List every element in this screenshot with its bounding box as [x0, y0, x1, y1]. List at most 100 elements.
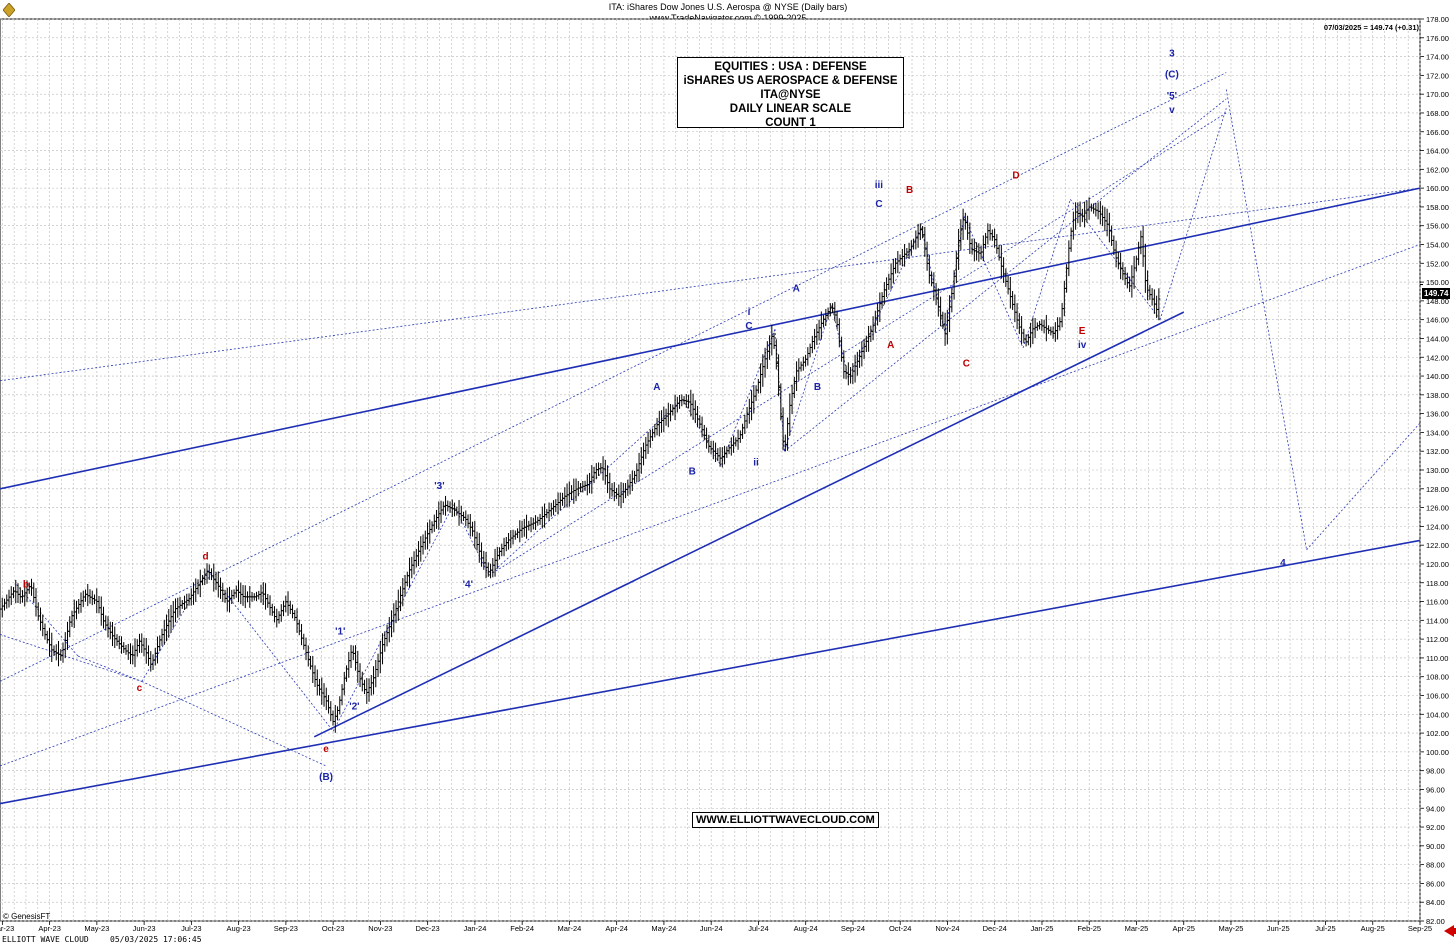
y-tick-label: 166.00: [1426, 128, 1449, 137]
chart-subtitle: www.TradeNavigator.com © 1999-2025: [649, 13, 807, 23]
y-tick-label: 174.00: [1426, 53, 1449, 62]
wave-connector-line: [720, 328, 776, 466]
wave-connector-line: [784, 305, 833, 452]
info-line-5: COUNT 1: [765, 117, 816, 129]
y-tick-label: 160.00: [1426, 184, 1449, 193]
y-tick-label: 98.00: [1426, 767, 1445, 776]
wave-label: C: [745, 321, 752, 332]
y-tick-label: 88.00: [1426, 861, 1445, 870]
wave-label: b: [23, 579, 29, 590]
info-line-4: DAILY LINEAR SCALE: [729, 103, 852, 115]
y-tick-label: 136.00: [1426, 410, 1449, 419]
wave-connector-line: [1225, 89, 1307, 550]
y-tick-label: 154.00: [1426, 241, 1449, 250]
wave-label: iii: [875, 180, 884, 191]
y-tick-label: 150.00: [1426, 278, 1449, 287]
wave-connector-line: [0, 187, 1421, 382]
y-tick-label: 94.00: [1426, 804, 1445, 813]
wave-label: B: [906, 185, 913, 196]
info-box: EQUITIES : USA : DEFENSE iSHARES US AERO…: [677, 57, 904, 129]
y-tick-label: 116.00: [1426, 598, 1448, 607]
wave-label: C: [875, 199, 882, 210]
scroll-right-arrow-icon[interactable]: [1444, 925, 1456, 937]
y-tick-label: 156.00: [1426, 222, 1449, 231]
wave-connector-line: [453, 504, 490, 576]
x-tick-label: Mar-23: [0, 924, 14, 933]
wave-connector-line: [77, 655, 142, 682]
wave-label: d: [203, 551, 209, 562]
info-line-3: ITA@NYSE: [760, 89, 821, 101]
y-tick-label: 96.00: [1426, 785, 1445, 794]
wave-label: E: [1079, 326, 1086, 337]
y-tick-label: 138.00: [1426, 391, 1449, 400]
x-tick-label: Mar-25: [1125, 924, 1149, 933]
x-tick-label: Nov-23: [368, 924, 392, 933]
wave-connector-line: [0, 634, 142, 682]
x-tick-label: Jul-23: [181, 924, 201, 933]
wave-label: '5': [1167, 91, 1177, 102]
x-tick-label: Feb-25: [1077, 924, 1101, 933]
y-tick-label: 164.00: [1426, 147, 1449, 156]
x-tick-label: Nov-24: [935, 924, 959, 933]
y-tick-label: 168.00: [1426, 109, 1449, 118]
y-tick-label: 108.00: [1426, 673, 1449, 682]
y-tick-label: 112.00: [1426, 635, 1448, 644]
chart-title: ITA: iShares Dow Jones U.S. Aerospa @ NY…: [608, 2, 848, 12]
trend-channel-line: [313, 311, 1185, 738]
y-tick-label: 82.00: [1426, 917, 1445, 926]
y-tick-label: 152.00: [1426, 259, 1449, 268]
wave-label: A: [653, 382, 660, 393]
tradenavigator-logo: [3, 3, 15, 17]
y-tick-label: 102.00: [1426, 729, 1449, 738]
wave-label: ii: [753, 457, 759, 468]
wave-connector-line: [1306, 422, 1421, 551]
x-tick-label: May-25: [1218, 924, 1243, 933]
y-tick-label: 144.00: [1426, 334, 1449, 343]
wave-connector-line: [488, 399, 684, 576]
wave-label: D: [1012, 171, 1019, 182]
wave-connector-line: [0, 244, 1421, 767]
y-tick-label: 110.00: [1426, 654, 1448, 663]
y-tick-label: 90.00: [1426, 842, 1445, 851]
x-tick-label: Jul-25: [1315, 924, 1335, 933]
y-tick-label: 158.00: [1426, 203, 1449, 212]
y-tick-label: 146.00: [1426, 316, 1449, 325]
y-tick-label: 130.00: [1426, 466, 1449, 475]
x-tick-label: Aug-24: [794, 924, 818, 933]
genesis-credit: © GenesisFT: [3, 912, 51, 921]
x-tick-label: Aug-25: [1361, 924, 1385, 933]
x-tick-label: May-23: [84, 924, 109, 933]
wave-label: B: [689, 467, 696, 478]
y-tick-label: 120.00: [1426, 560, 1449, 569]
x-tick-label: Jun-23: [133, 924, 156, 933]
wave-label: iv: [1078, 340, 1087, 351]
y-tick-label: 142.00: [1426, 353, 1449, 362]
wave-connector-line: [141, 681, 327, 767]
wave-label: (B): [319, 772, 333, 783]
x-tick-label: Dec-23: [416, 924, 440, 933]
wave-label: '1': [335, 626, 345, 637]
trend-channel-line: [0, 539, 1421, 805]
footer-timestamp: 05/03/2025 17:06:45: [110, 935, 202, 944]
wave-label: e: [323, 744, 329, 755]
wave-label: C: [963, 359, 970, 370]
x-tick-label: Oct-23: [322, 924, 345, 933]
wave-label: '2': [349, 702, 359, 713]
wave-label: A: [793, 283, 800, 294]
y-tick-label: 178.00: [1426, 15, 1449, 24]
y-tick-label: 176.00: [1426, 34, 1449, 43]
wave-connector-line: [1069, 199, 1161, 320]
y-tick-label: 134.00: [1426, 428, 1449, 437]
y-tick-label: 126.00: [1426, 504, 1449, 513]
y-tick-label: 124.00: [1426, 522, 1449, 531]
x-tick-label: Apr-24: [605, 924, 628, 933]
y-tick-label: 172.00: [1426, 71, 1449, 80]
y-tick-label: 140.00: [1426, 372, 1449, 381]
x-tick-label: Aug-23: [227, 924, 251, 933]
x-tick-label: Apr-23: [38, 924, 61, 933]
wave-label: c: [137, 683, 143, 694]
wave-label: '3': [434, 481, 444, 492]
last-price-tag: 149.74: [1422, 288, 1451, 299]
y-tick-label: 148.00: [1426, 297, 1449, 306]
